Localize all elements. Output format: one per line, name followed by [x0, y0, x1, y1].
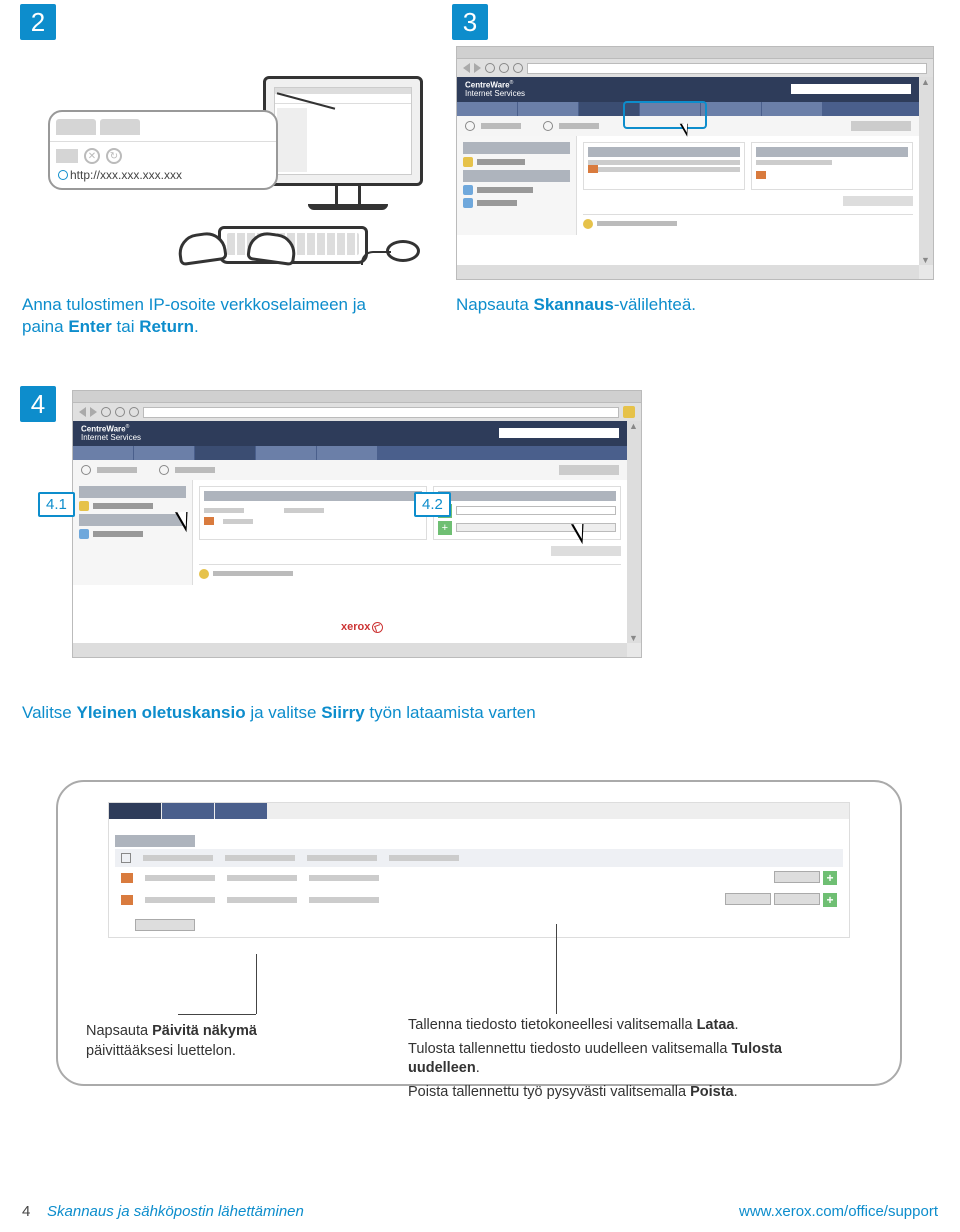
cw-brand: CentreWare® Internet Services: [465, 81, 525, 98]
cw-tab[interactable]: [701, 102, 761, 116]
monitor-illustration: [263, 76, 433, 236]
detail-content: + +: [108, 802, 850, 982]
scrollbar-horizontal[interactable]: [457, 265, 919, 279]
cw-under-button[interactable]: [559, 465, 619, 475]
cw-tabs: [73, 446, 627, 460]
step-3-highlight: [623, 101, 707, 129]
stop-icon: ✕: [84, 148, 100, 164]
globe-icon: [58, 170, 68, 180]
step-2-caption: Anna tulostimen IP-osoite verkkoselaimee…: [22, 294, 402, 338]
url-value: http://xxx.xxx.xxx.xxx: [70, 168, 182, 182]
plus-icon[interactable]: +: [823, 893, 837, 907]
home-icon[interactable]: [513, 63, 523, 73]
url-callout-box: ✕ ↻ http://xxx.xxx.xxx.xxx: [48, 110, 278, 190]
cw-tab[interactable]: [317, 446, 377, 460]
step-4-1-badge: 4.1: [38, 492, 75, 517]
cw-header: CentreWare® Internet Services: [73, 421, 627, 446]
page-number: 4: [22, 1203, 30, 1220]
xerox-ball-icon: [372, 622, 383, 633]
cw-main: + +: [193, 480, 627, 585]
back-icon[interactable]: [79, 407, 86, 417]
cw-tab[interactable]: [134, 446, 194, 460]
address-field[interactable]: [527, 63, 927, 74]
detail-tab[interactable]: [162, 803, 214, 819]
reprint-button[interactable]: [725, 893, 771, 905]
scrollbar-vertical[interactable]: [627, 421, 641, 643]
actions-caption: Tallenna tiedosto tietokoneellesi valits…: [408, 1016, 808, 1102]
cw-sidebar: [73, 480, 193, 585]
plus-icon[interactable]: +: [438, 521, 452, 535]
warning-icon: [199, 569, 209, 579]
download-button[interactable]: [774, 871, 820, 883]
step-3-badge: 3: [452, 4, 488, 40]
lock-icon: [623, 406, 635, 418]
detail-tab[interactable]: [215, 803, 267, 819]
cw-action-button[interactable]: [551, 546, 621, 556]
scrollbar-horizontal[interactable]: [73, 643, 627, 657]
browser-toolbar: [73, 403, 641, 421]
folder-name-input[interactable]: [456, 506, 616, 515]
leader-line: [556, 924, 557, 1014]
reload-icon[interactable]: [115, 407, 125, 417]
home-icon[interactable]: [129, 407, 139, 417]
go-button[interactable]: [456, 523, 616, 532]
stop-icon[interactable]: [485, 63, 495, 73]
stop-icon[interactable]: [101, 407, 111, 417]
cw-under-button[interactable]: [851, 121, 911, 131]
leader-line: [256, 954, 257, 1014]
sidebar-item-default-folder[interactable]: [79, 501, 186, 511]
cw-tab[interactable]: [518, 102, 578, 116]
address-field[interactable]: [143, 407, 619, 418]
page-footer: 4 Skannaus ja sähköpostin lähettäminen w…: [22, 1203, 938, 1220]
cw-sidebar: [457, 136, 577, 235]
cw-tab[interactable]: [457, 102, 517, 116]
step-2-badge: 2: [20, 4, 56, 40]
refresh-view-button[interactable]: [135, 919, 195, 931]
cw-search[interactable]: [791, 84, 911, 94]
back-icon[interactable]: [463, 63, 470, 73]
cw-brand: CentreWare® Internet Services: [81, 425, 141, 442]
folder-icon: [121, 895, 133, 905]
url-text: http://xxx.xxx.xxx.xxx: [58, 168, 182, 182]
xerox-logo: xerox: [341, 621, 383, 633]
step-4-caption: Valitse Yleinen oletuskansio ja valitse …: [22, 702, 722, 724]
detail-tab[interactable]: [109, 803, 161, 819]
step-4-content: CentreWare® Internet Services: [73, 421, 627, 643]
forward-icon[interactable]: [474, 63, 481, 73]
cw-action-button[interactable]: [843, 196, 913, 206]
cw-search[interactable]: [499, 428, 619, 438]
scrollbar-vertical[interactable]: [919, 77, 933, 265]
cw-tab[interactable]: [256, 446, 316, 460]
step-3-caption: Napsauta Skannaus-välilehteä.: [456, 294, 696, 316]
detail-panel: + + Napsauta Päivitä näkymä päivit: [56, 780, 902, 1086]
folder-icon: [121, 873, 133, 883]
leader-line: [178, 1014, 256, 1015]
cw-warning: [583, 214, 913, 229]
reload-icon: ↻: [106, 148, 122, 164]
reload-icon[interactable]: [499, 63, 509, 73]
mouse-illustration: [386, 240, 420, 262]
cw-tab[interactable]: [195, 446, 255, 460]
hands-illustration: [178, 215, 298, 270]
step-4-2-badge: 4.2: [414, 492, 451, 517]
warning-icon: [583, 219, 593, 229]
step-4-browser: CentreWare® Internet Services: [72, 390, 642, 658]
plus-icon[interactable]: +: [823, 871, 837, 885]
browser-toolbar: [457, 59, 933, 77]
footer-url: www.xerox.com/office/support: [739, 1203, 938, 1220]
delete-button[interactable]: [774, 893, 820, 905]
footer-title: Skannaus ja sähköpostin lähettäminen: [47, 1203, 304, 1220]
forward-icon[interactable]: [90, 407, 97, 417]
cw-warning: [199, 564, 621, 579]
cw-main: [577, 136, 919, 235]
refresh-caption: Napsauta Päivitä näkymä päivittääksesi l…: [86, 1022, 316, 1061]
step-3-browser: CentreWare® Internet Services: [456, 46, 934, 280]
cw-tab[interactable]: [73, 446, 133, 460]
step-2-illustration: ✕ ↻ http://xxx.xxx.xxx.xxx: [28, 40, 420, 270]
cw-tab[interactable]: [762, 102, 822, 116]
step-4-badge: 4: [20, 386, 56, 422]
cw-header: CentreWare® Internet Services: [457, 77, 919, 102]
